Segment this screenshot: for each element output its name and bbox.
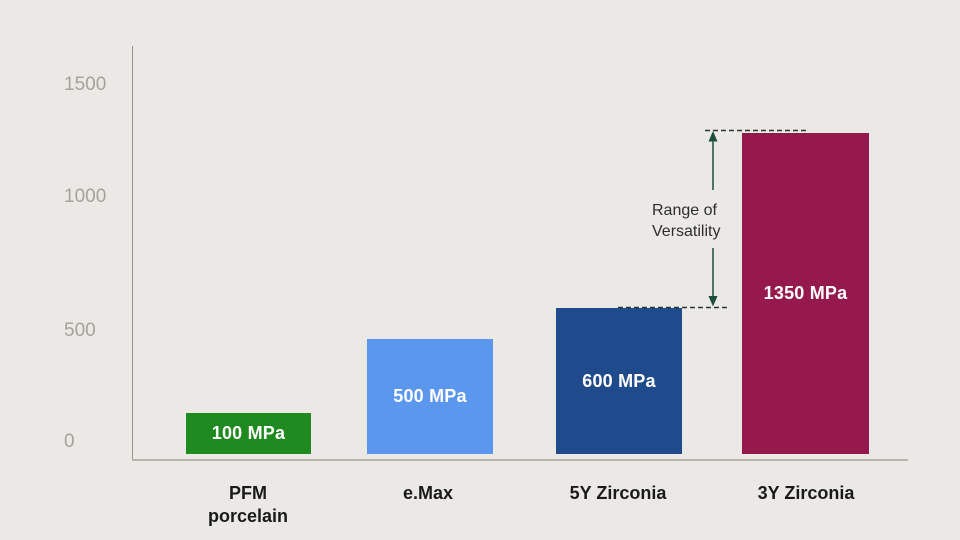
y-tick-label-500: 500: [64, 320, 96, 341]
x-axis-label-pfm-porcelain: PFM porcelain: [207, 483, 289, 526]
range-annotation-label: Range of Versatility: [652, 202, 721, 240]
y-tick-label-0: 0: [64, 431, 75, 452]
bar-5y-zirconia: 600 MPa: [556, 308, 682, 454]
x-axis-label-3y-zirconia: 3Y Zirconia: [757, 483, 855, 503]
bar-value-label: 500 MPa: [393, 386, 467, 406]
bar-emax: 500 MPa: [367, 339, 493, 454]
y-axis-line: [132, 46, 133, 460]
bar-value-label: 600 MPa: [582, 370, 656, 391]
bar-value-label: 100 MPa: [211, 423, 286, 443]
arrow-head-up-icon: [708, 131, 718, 142]
y-tick-label-1000: 1000: [64, 186, 107, 207]
x-axis-label-5y-zirconia: 5Y Zirconia: [569, 483, 667, 503]
bar-3y-zirconia: 1350 MPa: [742, 133, 869, 454]
arrow-head-down-icon: [708, 296, 718, 307]
y-tick-label-1500: 1500: [64, 74, 107, 95]
bar-value-label: 1350 MPa: [763, 283, 848, 303]
x-axis-label-emax: e.Max: [402, 483, 454, 503]
bar-pfm-porcelain: 100 MPa: [186, 413, 311, 454]
x-axis-line: [132, 459, 908, 461]
